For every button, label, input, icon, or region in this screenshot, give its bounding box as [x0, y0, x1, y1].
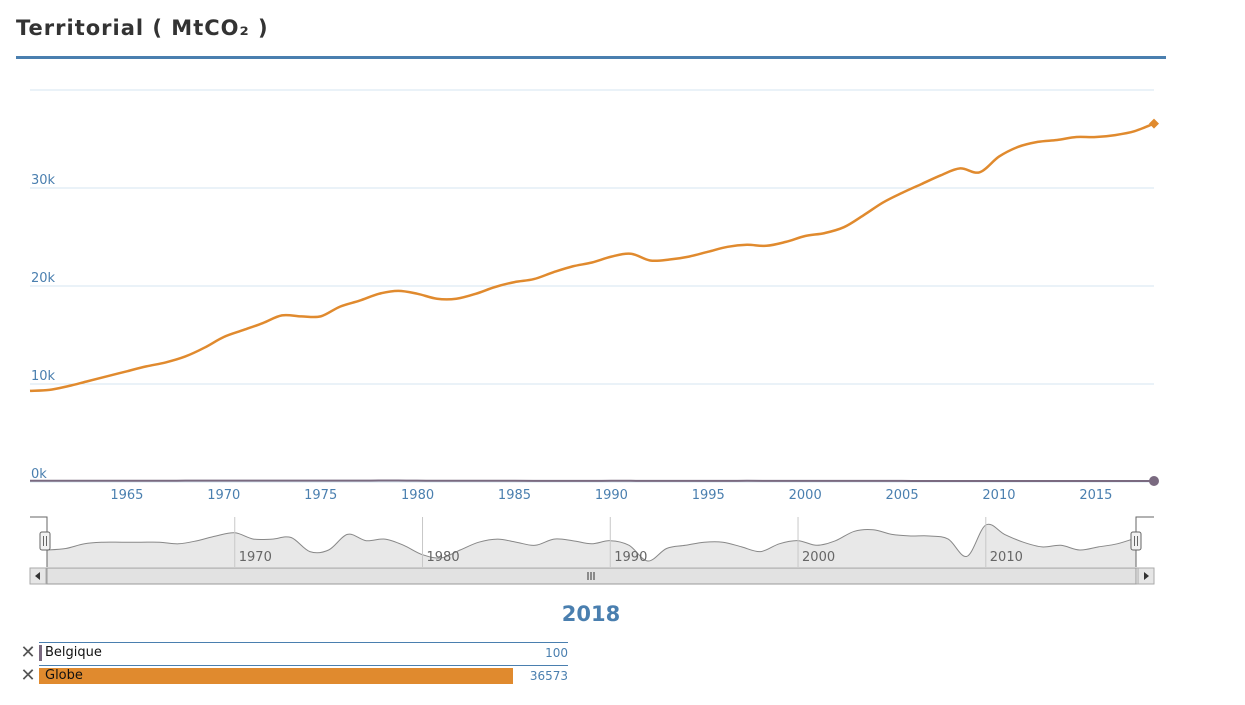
endpoint-marker-belgique: [1149, 476, 1159, 487]
x-tick-label: 2000: [789, 488, 822, 503]
navigator-handle-right[interactable]: [1130, 531, 1142, 551]
x-tick-label: 1980: [401, 488, 434, 503]
legend-value-globe: 36573: [529, 669, 568, 683]
scroll-left-arrow-icon: [35, 572, 40, 580]
navigator-handle-left[interactable]: [39, 531, 51, 551]
selected-year: 2018: [561, 602, 621, 626]
x-tick-label: 1975: [304, 488, 337, 503]
remove-belgique-icon[interactable]: ✕: [20, 642, 36, 663]
navigator-tick-label: 2000: [802, 550, 835, 565]
y-tick-label: 20k: [31, 271, 56, 286]
y-tick-label: 0k: [31, 467, 47, 482]
remove-globe-icon[interactable]: ✕: [20, 665, 36, 686]
navigator-line: [46, 523, 1137, 562]
globe-bar: [39, 668, 513, 684]
legend-value-belgique: 100: [545, 646, 568, 660]
y-tick-label: 30k: [31, 173, 56, 188]
series-line-belgique: [30, 479, 1154, 482]
emissions-chart: 0k 10k 20k 30k 1965 1970 1975 1980 1985 1990 1995 2…: [29, 89, 1159, 585]
navigator-tick-label: 2010: [990, 550, 1023, 565]
title-underline: [16, 56, 1166, 59]
legend-divider: [39, 665, 568, 666]
scroll-right-arrow-icon: [1144, 572, 1149, 580]
x-tick-label: 1985: [498, 488, 531, 503]
belgique-bar: [39, 645, 42, 661]
series-line-globe: [29, 122, 1155, 393]
x-tick-label: 2015: [1079, 488, 1112, 503]
navigator-area: [47, 524, 1136, 567]
x-tick-label: 1965: [110, 488, 143, 503]
legend-label-belgique: Belgique: [45, 645, 102, 660]
legend-label-globe: Globe: [45, 668, 83, 683]
x-tick-label: 1970: [207, 488, 240, 503]
legend-bar-track: Belgique 100: [39, 645, 568, 661]
legend-bar-track: Globe 36573: [39, 668, 568, 684]
legend-divider: [39, 642, 568, 643]
x-tick-label: 2010: [982, 488, 1015, 503]
y-tick-label: 10k: [31, 369, 56, 384]
chart-title: Territorial ( MtCO₂ ): [16, 16, 269, 40]
x-tick-label: 2005: [886, 488, 919, 503]
x-tick-label: 1995: [692, 488, 725, 503]
x-tick-label: 1990: [595, 488, 628, 503]
endpoint-marker-globe: [1149, 118, 1159, 129]
navigator-tick-label: 1980: [427, 550, 460, 565]
navigator-tick-label: 1990: [614, 550, 647, 565]
navigator-tick-label: 1970: [239, 550, 272, 565]
